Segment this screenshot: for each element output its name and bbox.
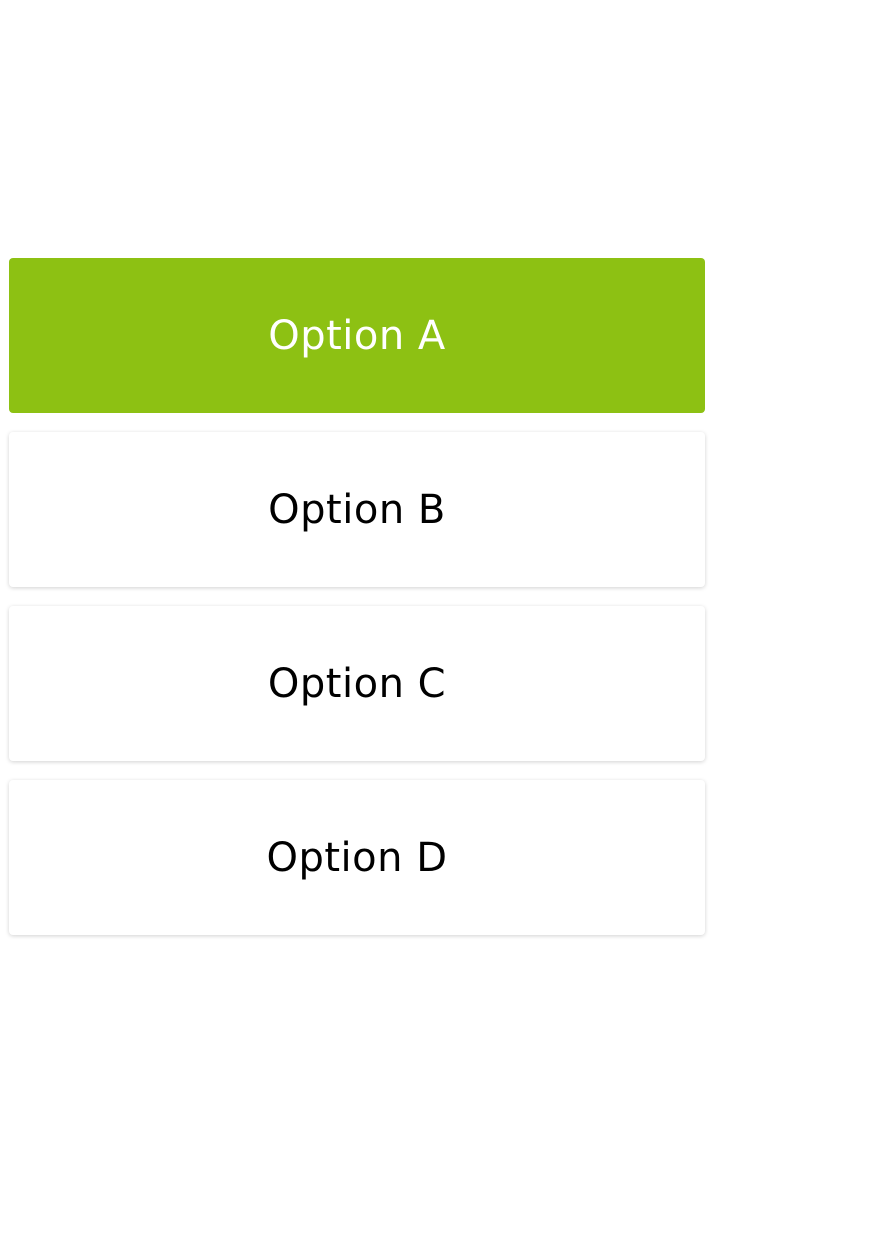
- option-d-button[interactable]: Option D: [9, 780, 705, 935]
- option-list: Option A Option B Option C Option D: [9, 258, 705, 954]
- option-b-button[interactable]: Option B: [9, 432, 705, 587]
- option-a-button[interactable]: Option A: [9, 258, 705, 413]
- option-c-button[interactable]: Option C: [9, 606, 705, 761]
